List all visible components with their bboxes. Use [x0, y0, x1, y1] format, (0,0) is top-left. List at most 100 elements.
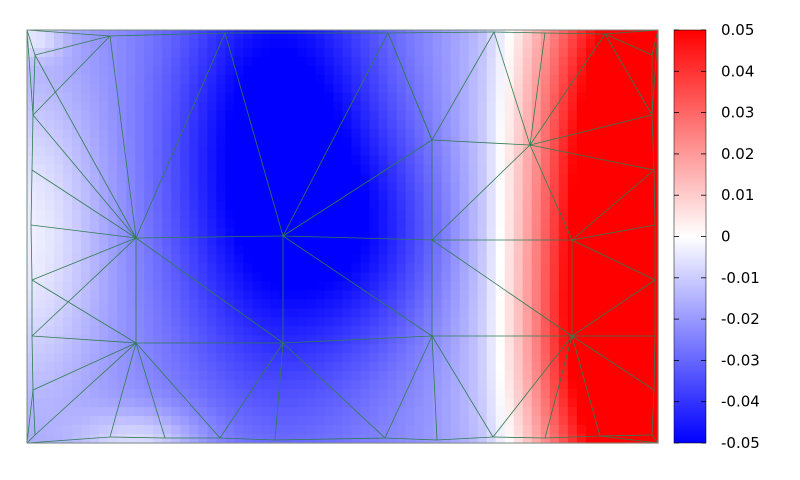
heatmap-cell	[648, 236, 659, 247]
heatmap-cell	[567, 254, 578, 265]
heatmap-cell	[126, 56, 136, 67]
heatmap-cell	[324, 344, 335, 354]
heatmap-cell	[279, 245, 290, 256]
heatmap-cell	[36, 137, 46, 148]
heatmap-cell	[648, 254, 659, 265]
heatmap-cell	[252, 92, 262, 103]
heatmap-cell	[441, 290, 452, 300]
heatmap-cell	[333, 272, 344, 282]
heatmap-cell	[315, 416, 326, 426]
heatmap-cell	[243, 209, 253, 220]
heatmap-cell	[504, 263, 515, 274]
heatmap-cell	[468, 38, 479, 49]
heatmap-cell	[495, 362, 506, 372]
heatmap-cell	[495, 137, 506, 148]
heatmap-cell	[459, 200, 470, 211]
heatmap-cell	[135, 56, 145, 67]
heatmap-cell	[99, 218, 109, 229]
heatmap-cell	[144, 272, 154, 282]
heatmap-cell	[306, 101, 317, 112]
heatmap-cell	[558, 128, 569, 139]
heatmap-cell	[477, 146, 488, 157]
heatmap-cell	[351, 209, 362, 220]
heatmap-cell	[243, 326, 253, 336]
heatmap-cell	[144, 434, 154, 444]
heatmap-cell	[108, 380, 118, 390]
heatmap-cell	[351, 65, 362, 76]
heatmap-cell	[45, 362, 55, 372]
heatmap-cell	[216, 362, 226, 372]
heatmap-cell	[585, 326, 596, 336]
heatmap-cell	[171, 362, 181, 372]
heatmap-cell	[612, 425, 623, 435]
heatmap-cell	[405, 47, 416, 58]
heatmap-cell	[612, 362, 623, 372]
heatmap-cell	[342, 380, 353, 390]
heatmap-cell	[567, 263, 578, 274]
heatmap-cell	[351, 164, 362, 175]
mesh-edge	[224, 32, 284, 237]
heatmap-cell	[36, 389, 46, 399]
heatmap-cell	[126, 362, 136, 372]
heatmap-cell	[333, 254, 344, 265]
heatmap-cell	[153, 407, 163, 417]
heatmap-cell	[261, 344, 271, 354]
heatmap-cell	[306, 74, 317, 85]
heatmap-cell	[513, 65, 524, 76]
heatmap-cell	[306, 119, 317, 130]
heatmap-cell	[585, 299, 596, 309]
heatmap-cell	[477, 236, 488, 247]
heatmap-cell	[63, 299, 73, 309]
heatmap-cell	[468, 389, 479, 399]
heatmap-cell	[216, 416, 226, 426]
heatmap-cell	[288, 236, 299, 247]
heatmap-cell	[297, 128, 308, 139]
heatmap-cell	[414, 335, 425, 345]
heatmap-cell	[468, 299, 479, 309]
heatmap-cell	[162, 128, 172, 139]
heatmap-cell	[108, 344, 118, 354]
heatmap-cell	[252, 407, 262, 417]
heatmap-cell	[207, 344, 217, 354]
heatmap-cell	[306, 407, 317, 417]
heatmap-cell	[549, 182, 560, 193]
heatmap-cell	[225, 38, 235, 49]
heatmap-cell	[486, 353, 497, 363]
heatmap-cell	[531, 281, 542, 291]
heatmap-cell	[351, 371, 362, 381]
heatmap-cell	[135, 47, 145, 58]
heatmap-cell	[306, 308, 317, 318]
heatmap-cell	[153, 425, 163, 435]
heatmap-cell	[576, 110, 587, 121]
heatmap-cell	[189, 227, 199, 238]
heatmap-cell	[306, 236, 317, 247]
heatmap-cell	[270, 74, 280, 85]
heatmap-cell	[36, 407, 46, 417]
heatmap-cell	[27, 119, 37, 130]
heatmap-cell	[324, 200, 335, 211]
heatmap-cell	[360, 74, 371, 85]
heatmap-cell	[639, 245, 650, 256]
heatmap-cell	[207, 38, 217, 49]
heatmap-cell	[342, 290, 353, 300]
heatmap-cell	[378, 425, 389, 435]
heatmap-cell	[144, 227, 154, 238]
heatmap-cell	[45, 308, 55, 318]
heatmap-cell	[576, 380, 587, 390]
heatmap-cell	[378, 281, 389, 291]
heatmap-cell	[189, 137, 199, 148]
mesh-edge	[30, 224, 137, 239]
heatmap-cell	[216, 218, 226, 229]
heatmap-cell	[144, 128, 154, 139]
heatmap-cell	[423, 83, 434, 94]
heatmap-cell	[108, 272, 118, 282]
heatmap-cell	[189, 128, 199, 139]
heatmap-cell	[126, 398, 136, 408]
heatmap-cell	[441, 434, 452, 444]
heatmap-cell	[603, 227, 614, 238]
heatmap-cell	[324, 101, 335, 112]
heatmap-cell	[270, 398, 280, 408]
heatmap-cell	[522, 173, 533, 184]
heatmap-cell	[468, 119, 479, 130]
